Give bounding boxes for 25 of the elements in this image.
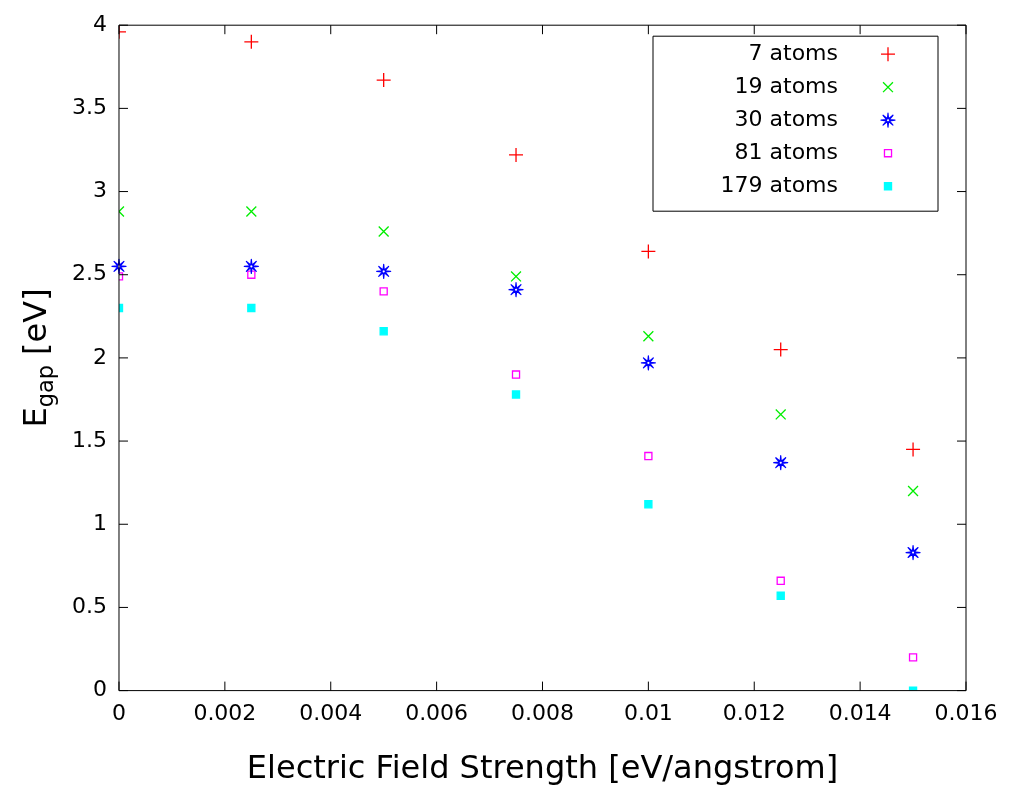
y-tick-label: 3.5 [71,94,107,120]
y-tick-label: 2.5 [71,260,107,286]
x-tick-label: 0.004 [299,699,363,725]
x-tick-label: 0 [111,699,126,725]
y-tick-label: 1 [92,509,107,535]
x-tick-label: 0.008 [511,699,574,725]
y-tick-label: 2 [92,343,107,369]
y-tick-label: 0 [92,676,107,702]
x-tick-label: 0.012 [722,699,786,725]
legend-label: 7 atoms [748,39,838,65]
x-tick-label: 0.006 [405,699,469,725]
x-axis-title: Electric Field Strength [eV/angstrom] [246,748,839,787]
x-tick-label: 0.002 [193,699,257,725]
y-axis-title: Egap [eV] [16,288,59,428]
x-tick-label: 0.014 [828,699,892,725]
y-tick-label: 3 [92,177,107,203]
x-tick-label: 0.01 [623,699,673,725]
legend-label: 81 atoms [734,138,838,164]
y-tick-label: 1.5 [71,426,107,452]
legend-label: 30 atoms [734,105,838,131]
legend-label: 179 atoms [720,171,838,197]
y-tick-label: 0.5 [71,593,107,619]
y-tick-label: 4 [92,10,107,36]
x-tick-label: 0.016 [934,699,998,725]
legend-label: 19 atoms [734,72,838,98]
